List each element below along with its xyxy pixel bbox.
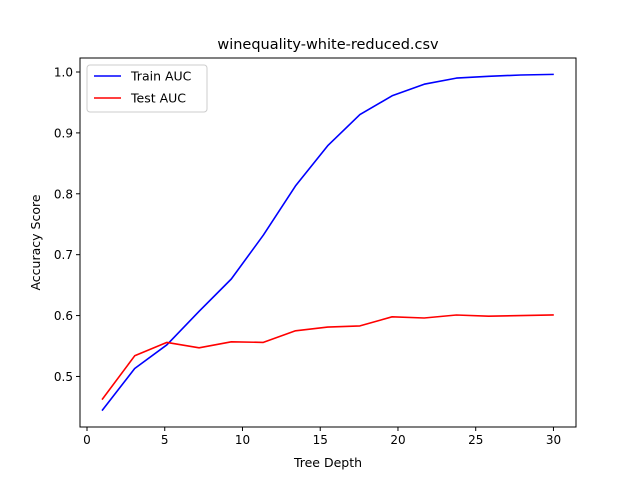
series-line-train-auc (101, 73, 554, 412)
y-tick-label: 0.5 (54, 370, 73, 384)
y-tick-label: 0.7 (54, 248, 73, 262)
x-tick-label: 0 (83, 433, 91, 447)
y-tick-label: 1.0 (54, 66, 73, 80)
x-axis-ticks: 0 5 10 15 20 25 30 (83, 427, 561, 447)
plot-frame (79, 57, 577, 428)
legend: Train AUC Test AUC (86, 64, 208, 113)
y-axis-ticks: 0.5 0.6 0.7 0.8 0.9 1.0 (54, 66, 80, 384)
x-tick-label: 5 (161, 433, 169, 447)
x-tick-label: 20 (390, 433, 405, 447)
y-axis-label: Accuracy Score (28, 194, 43, 290)
x-axis-label: Tree Depth (293, 455, 362, 470)
x-tick-label: 15 (313, 433, 328, 447)
legend-label-train-auc: Train AUC (130, 69, 192, 84)
x-tick-label: 25 (468, 433, 483, 447)
series-line-test-auc (101, 314, 554, 401)
x-tick-label: 30 (546, 433, 561, 447)
y-tick-label: 0.6 (54, 309, 73, 323)
y-tick-label: 0.8 (54, 187, 73, 201)
chart-title: winequality-white-reduced.csv (217, 37, 439, 53)
plot-lines (101, 73, 554, 412)
y-tick-label: 0.9 (54, 126, 73, 140)
legend-label-test-auc: Test AUC (130, 91, 186, 106)
x-tick-label: 10 (235, 433, 250, 447)
